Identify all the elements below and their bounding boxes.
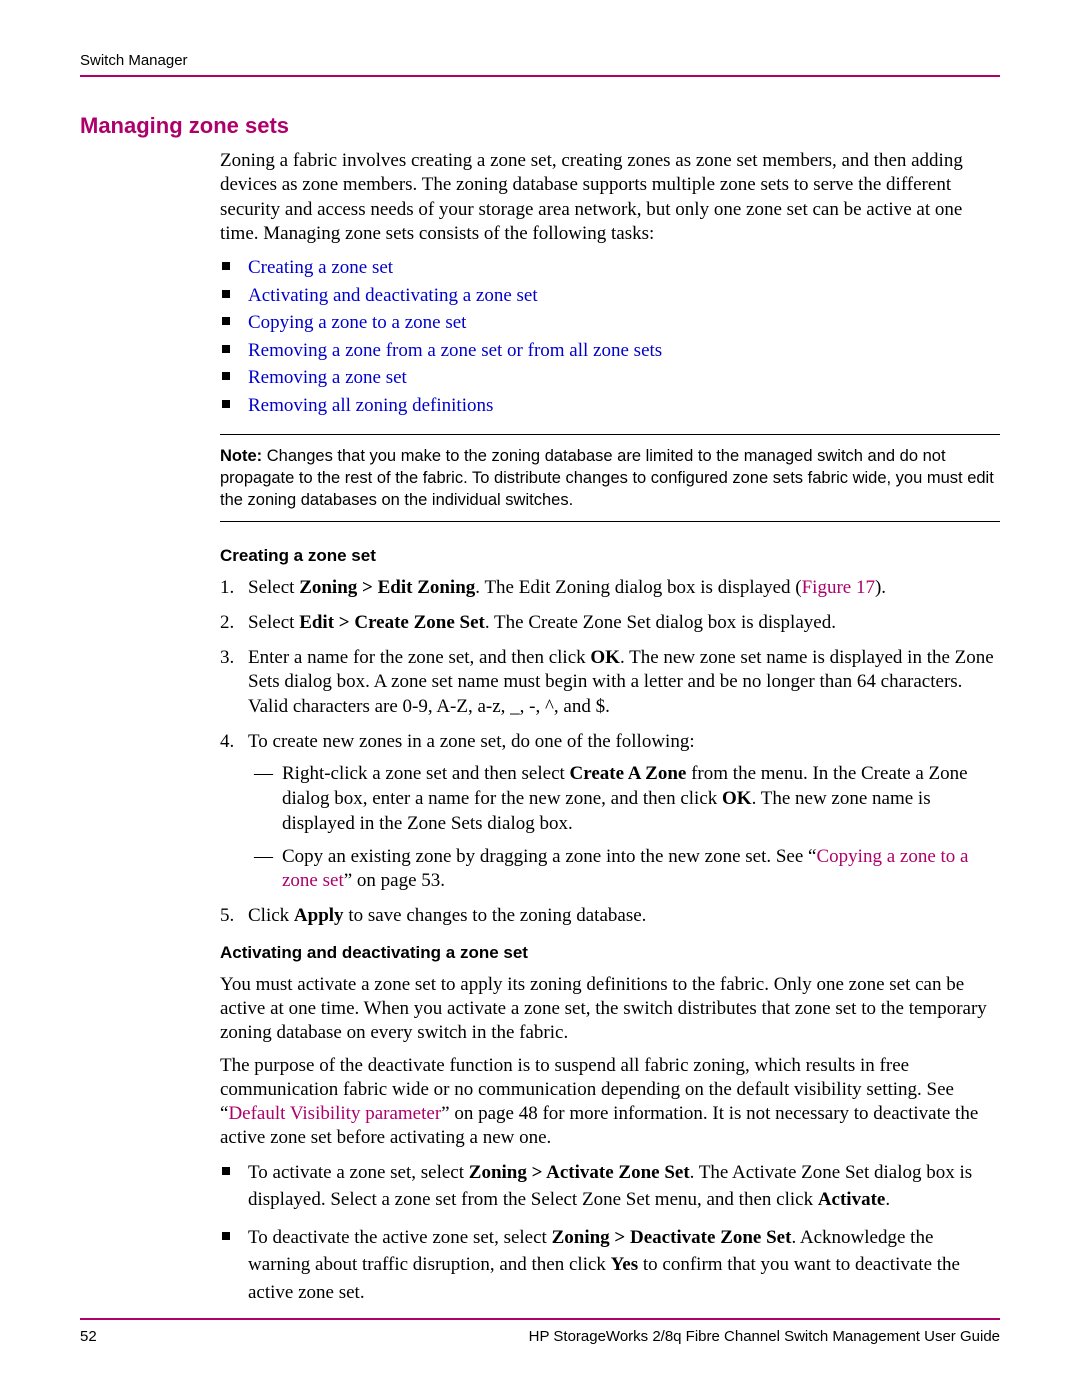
text: Select <box>248 577 299 598</box>
substep-list: Right-click a zone set and then select C… <box>248 762 1000 893</box>
text: To activate a zone set, select <box>248 1162 469 1183</box>
substep-item: Right-click a zone set and then select C… <box>248 762 1000 836</box>
note-block: Note: Changes that you make to the zonin… <box>220 434 1000 523</box>
link-text[interactable]: Activating and deactivating a zone set <box>248 285 538 306</box>
task-link-list: Creating a zone set Activating and deact… <box>220 254 1000 419</box>
step-item: Select Edit > Create Zone Set. The Creat… <box>220 611 1000 636</box>
body-column: Zoning a fabric involves creating a zone… <box>220 149 1000 1307</box>
note-text: Changes that you make to the zoning data… <box>220 447 994 510</box>
intro-paragraph: Zoning a fabric involves creating a zone… <box>220 149 1000 246</box>
link-text[interactable]: Creating a zone set <box>248 257 393 278</box>
bold-text: Apply <box>294 905 344 926</box>
task-link-item: Removing all zoning definitions <box>220 392 1000 420</box>
step-item: Enter a name for the zone set, and then … <box>220 646 1000 720</box>
task-link-item: Removing a zone set <box>220 364 1000 392</box>
substep-item: Copy an existing zone by dragging a zone… <box>248 845 1000 894</box>
bold-text: Edit > Create Zone Set <box>299 612 485 633</box>
text: ” on page 53. <box>344 870 445 891</box>
bold-text: OK <box>590 647 620 668</box>
bullet-item: To deactivate the active zone set, selec… <box>220 1224 1000 1307</box>
text: Copy an existing zone by dragging a zone… <box>282 846 817 867</box>
text: Select <box>248 612 299 633</box>
step-item: To create new zones in a zone set, do on… <box>220 730 1000 894</box>
text: Right-click a zone set and then select <box>282 763 570 784</box>
bold-text: Yes <box>611 1254 638 1275</box>
subsection-heading: Creating a zone set <box>220 546 1000 566</box>
step-item: Select Zoning > Edit Zoning. The Edit Zo… <box>220 576 1000 601</box>
link-text[interactable]: Copying a zone to a zone set <box>248 312 466 333</box>
footer-doc-title: HP StorageWorks 2/8q Fibre Channel Switc… <box>529 1328 1000 1345</box>
text: To create new zones in a zone set, do on… <box>248 731 695 752</box>
page-number: 52 <box>80 1328 97 1345</box>
text: . <box>885 1189 890 1210</box>
running-header: Switch Manager <box>80 52 1000 75</box>
bold-text: Zoning > Activate Zone Set <box>469 1162 690 1183</box>
bold-text: Create A Zone <box>570 763 687 784</box>
text: Enter a name for the zone set, and then … <box>248 647 590 668</box>
creating-steps: Select Zoning > Edit Zoning. The Edit Zo… <box>220 576 1000 928</box>
activate-bullets: To activate a zone set, select Zoning > … <box>220 1159 1000 1307</box>
task-link-item: Removing a zone from a zone set or from … <box>220 337 1000 365</box>
text: Click <box>248 905 294 926</box>
text: . The Edit Zoning dialog box is displaye… <box>475 577 801 598</box>
page-container: Switch Manager Managing zone sets Zoning… <box>80 52 1000 1345</box>
page-footer: 52 HP StorageWorks 2/8q Fibre Channel Sw… <box>80 1318 1000 1345</box>
text: ). <box>875 577 886 598</box>
text: . The Create Zone Set dialog box is disp… <box>485 612 836 633</box>
task-link-item: Copying a zone to a zone set <box>220 309 1000 337</box>
subsection-heading: Activating and deactivating a zone set <box>220 943 1000 963</box>
bold-text: OK <box>722 788 752 809</box>
task-link-item: Creating a zone set <box>220 254 1000 282</box>
bold-text: Zoning > Edit Zoning <box>299 577 475 598</box>
bold-text: Activate <box>818 1189 886 1210</box>
paragraph: The purpose of the deactivate function i… <box>220 1054 1000 1151</box>
page-xref[interactable]: Default Visibility parameter <box>228 1103 441 1124</box>
section-heading-h2: Managing zone sets <box>80 113 1000 139</box>
paragraph: You must activate a zone set to apply it… <box>220 973 1000 1046</box>
bullet-item: To activate a zone set, select Zoning > … <box>220 1159 1000 1214</box>
header-rule <box>80 75 1000 77</box>
task-link-item: Activating and deactivating a zone set <box>220 282 1000 310</box>
link-text[interactable]: Removing all zoning definitions <box>248 395 493 416</box>
step-item: Click Apply to save changes to the zonin… <box>220 904 1000 929</box>
note-label: Note: <box>220 447 262 465</box>
text: To deactivate the active zone set, selec… <box>248 1227 552 1248</box>
text: to save changes to the zoning database. <box>344 905 647 926</box>
bold-text: Zoning > Deactivate Zone Set <box>552 1227 792 1248</box>
figure-xref[interactable]: Figure 17 <box>802 577 875 598</box>
link-text[interactable]: Removing a zone set <box>248 367 407 388</box>
link-text[interactable]: Removing a zone from a zone set or from … <box>248 340 662 361</box>
